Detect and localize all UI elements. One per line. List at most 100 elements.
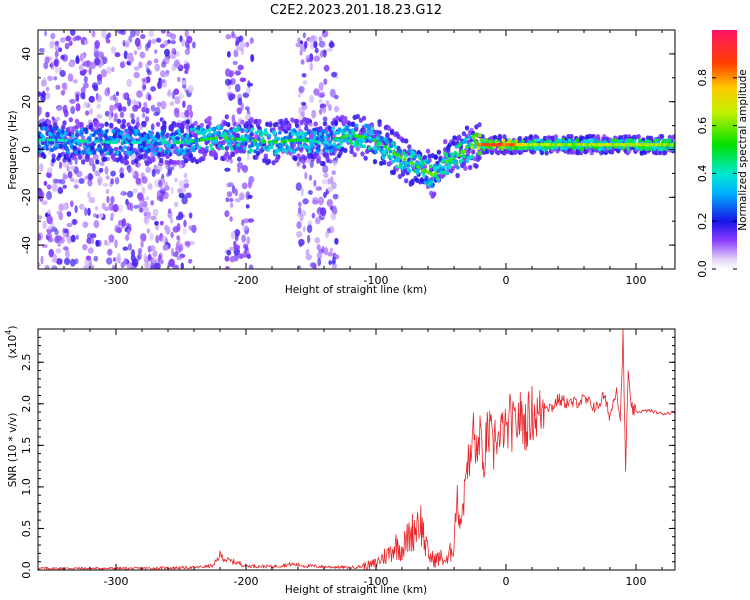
noise-cell [176,235,181,241]
ridge-core-cell [428,164,433,169]
noise-cell [53,58,60,67]
noise-cell [318,98,323,104]
ridge-halo-cell [588,133,593,139]
ridge-peak-cell [372,138,377,143]
ridge-halo-cell [276,154,281,160]
ridge-core-cell [60,134,65,139]
ridge-halo-cell [313,121,318,127]
ridge-halo-cell [159,157,164,163]
noise-cell [74,258,79,265]
noise-cell [248,264,254,269]
ridge-core-cell [158,147,162,152]
noise-cell [333,105,340,113]
ridge-core-cell [313,135,317,139]
noise-cell [307,234,311,244]
noise-cell [233,244,240,251]
noise-cell [331,71,337,78]
ridge-core-cell [192,145,196,150]
noise-cell [125,234,130,241]
noise-cell [112,204,119,213]
ridge-core-cell [111,129,116,134]
ridge-core-cell [317,147,321,152]
ridge-core-cell [257,137,261,142]
noise-cell [134,104,139,110]
ridge-halo-cell [190,123,195,129]
noise-cell [109,95,114,101]
ridge-halo-cell [46,119,52,125]
ridge-halo-cell [672,134,675,140]
noise-cell [72,79,78,84]
noise-cell [295,182,302,191]
noise-cell [333,94,339,100]
noise-cell [243,218,250,224]
ridge-core-cell [366,129,371,134]
noise-cell [156,101,162,107]
snr-frame [37,328,676,571]
noise-cell [50,32,56,40]
noise-cell [312,263,317,269]
ridge-core-cell [298,144,303,148]
ridge-halo-cell [296,153,301,159]
ridge-halo-cell [659,133,665,140]
noise-cell [147,94,152,101]
ridge-halo-cell [254,154,259,160]
ridge-core-cell [664,147,668,151]
noise-cell [54,44,60,51]
ridge-halo-cell [645,135,651,141]
ridge-halo-cell [221,139,226,145]
ridge-core-cell [86,147,91,152]
ridge-core-cell [541,147,546,152]
ridge-core-cell [72,145,77,150]
noise-cell [57,186,64,195]
noise-cell [66,165,70,172]
ridge-halo-cell [352,152,357,158]
ridge-core-cell [129,143,134,148]
colorbar-tick-label: 0.0 [696,260,709,278]
noise-cell [75,103,81,112]
ridge-core-cell [122,135,126,140]
ridge-core-cell [258,142,263,147]
ridge-peak-cell [402,157,407,161]
noise-cell [150,123,155,131]
ridge-core-cell [389,155,394,160]
ridge-halo-cell [544,150,549,156]
ridge-halo-cell [42,153,47,159]
noise-cell [228,70,234,78]
y-tick-label: -40 [20,236,33,254]
noise-cell [114,239,118,249]
noise-cell [234,70,242,76]
noise-cell [163,181,169,187]
noise-cell [302,198,309,205]
snr-multiplier-label: (x104) [4,326,19,359]
noise-cell [70,30,76,36]
ridge-core-cell [333,130,338,135]
ridge-core-cell [168,152,173,157]
ridge-core-cell [49,132,53,137]
ridge-core-cell [245,137,250,142]
noise-cell [110,170,116,177]
ridge-halo-cell [450,165,456,171]
noise-cell [64,257,71,266]
noise-cell [170,186,174,195]
noise-cell [175,51,180,57]
noise-cell [81,39,85,45]
colorbar: 0.0 0.2 0.4 0.6 0.8 Normalized spectral ampl… [696,30,749,278]
noise-cell [307,57,311,62]
ridge-core-cell [75,129,79,134]
ridge-core-cell [301,135,306,140]
noise-cell [96,94,102,103]
noise-cell [90,233,97,239]
noise-cell [164,48,170,57]
noise-cell [166,172,170,177]
noise-cell [104,87,111,97]
ridge-core-cell [63,131,68,136]
noise-cell [332,193,339,200]
ridge-core-cell [474,132,478,137]
y-tick-label: 0.5 [20,520,33,538]
noise-cell [98,213,104,219]
noise-cell [174,177,178,183]
noise-cell [183,219,187,228]
spectrogram-x-label: Height of straight line (km) [285,284,427,296]
ridge-core-cell [83,145,87,150]
noise-cell [46,190,52,200]
